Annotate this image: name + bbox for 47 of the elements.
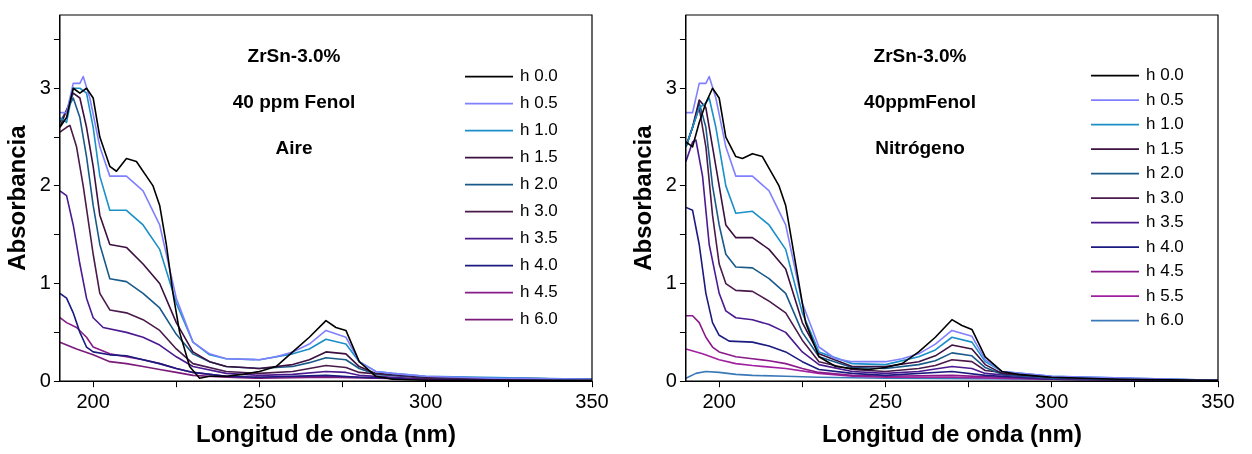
legend-label: h 1.5 <box>520 147 558 167</box>
legend-label: h 1.0 <box>1146 114 1184 134</box>
y-tick-label: 2 <box>665 173 677 196</box>
legend-label: h 3.5 <box>520 228 558 248</box>
y-tick-label: 2 <box>39 173 51 196</box>
y-tick-label: 0 <box>39 368 51 391</box>
legend-label: h 3.0 <box>520 201 558 221</box>
annotation: ZrSn-3.0% <box>247 45 341 67</box>
legend-label: h 0.0 <box>1146 65 1184 85</box>
legend-label: h 4.5 <box>520 282 558 302</box>
y-tick-label: 3 <box>665 75 677 98</box>
legend-label: h 1.5 <box>1146 138 1184 158</box>
x-axis-title: Longitud de onda (nm) <box>195 420 456 448</box>
legend-label: h 4.0 <box>520 255 558 275</box>
y-tick-label: 1 <box>39 271 51 294</box>
x-tick-label: 250 <box>242 389 277 412</box>
x-tick-label: 350 <box>1201 389 1235 412</box>
annotation: 40 ppm Fenol <box>232 91 356 113</box>
legend-label: h 0.5 <box>1146 89 1184 109</box>
x-tick-label: 200 <box>702 389 736 412</box>
legend-label: h 1.0 <box>520 120 558 140</box>
y-tick-label: 0 <box>665 368 677 391</box>
x-tick-label: 350 <box>575 389 609 412</box>
legend-label: h 2.0 <box>520 174 558 194</box>
annotation: Nitrógeno <box>875 136 965 158</box>
legend-label: h 6.0 <box>520 309 558 329</box>
x-tick-label: 300 <box>1035 389 1069 412</box>
legend-label: h 3.5 <box>1146 212 1184 232</box>
annotation: 40ppmFenol <box>864 91 976 113</box>
y-tick-label: 1 <box>665 271 677 294</box>
legend-label: h 4.0 <box>1146 236 1184 256</box>
annotation: Aire <box>275 136 313 158</box>
y-tick-label: 3 <box>39 75 51 98</box>
legend-label: h 2.0 <box>1146 163 1184 183</box>
legend-label: h 3.0 <box>1146 187 1184 207</box>
legend-label: h 6.0 <box>1146 310 1184 330</box>
y-axis-title: Absorbancia <box>629 124 657 271</box>
legend-label: h 5.5 <box>1146 285 1184 305</box>
legend-label: h 4.5 <box>1146 261 1184 281</box>
legend-label: h 0.5 <box>520 93 558 113</box>
legend-label: h 0.0 <box>520 66 558 86</box>
annotation: ZrSn-3.0% <box>873 45 967 67</box>
y-axis-title: Absorbancia <box>3 124 31 271</box>
x-tick-label: 300 <box>409 389 443 412</box>
x-tick-label: 200 <box>76 389 110 412</box>
x-tick-label: 250 <box>868 389 903 412</box>
x-axis-title: Longitud de onda (nm) <box>821 420 1082 448</box>
